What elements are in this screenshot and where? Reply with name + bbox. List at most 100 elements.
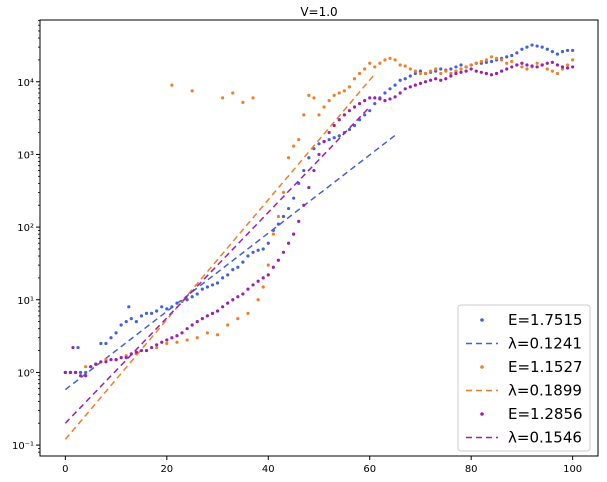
data-point (332, 123, 336, 128)
data-point (383, 91, 387, 95)
data-point (469, 67, 473, 71)
data-point (109, 358, 113, 362)
data-point (565, 63, 570, 67)
data-point (550, 50, 554, 54)
data-point (292, 144, 296, 148)
data-point (71, 345, 75, 350)
data-point (429, 69, 433, 73)
data-point (393, 58, 397, 62)
data-point (454, 69, 458, 73)
data-point (200, 287, 204, 291)
data-point (246, 287, 250, 291)
data-point (363, 99, 367, 103)
series-5-points (63, 60, 575, 378)
data-point (89, 365, 93, 369)
data-point (530, 43, 534, 47)
data-point (256, 298, 260, 302)
data-point (185, 298, 189, 302)
data-point (342, 113, 346, 117)
fit-line-6 (64, 106, 371, 424)
data-point (322, 140, 326, 144)
data-point (489, 73, 494, 77)
data-point (134, 320, 138, 324)
data-point (520, 61, 524, 65)
data-point (266, 273, 270, 277)
data-point (535, 65, 539, 69)
data-point (302, 113, 306, 117)
data-point (231, 268, 235, 272)
data-point (530, 64, 534, 68)
data-point (155, 343, 159, 347)
x-tick-label: 100 (563, 464, 582, 475)
data-point (271, 232, 275, 236)
data-point (246, 311, 250, 315)
data-point (368, 109, 372, 113)
data-point (464, 69, 468, 73)
y-tick-label: 10³ (17, 150, 34, 161)
data-point (170, 336, 174, 340)
data-point (469, 63, 473, 67)
data-point (545, 67, 549, 71)
data-point (515, 63, 519, 67)
data-point (439, 78, 443, 82)
data-point (454, 71, 458, 76)
legend-label: λ=0.1546 (508, 429, 582, 447)
data-point (459, 70, 463, 74)
data-point (84, 374, 88, 378)
data-point (195, 320, 199, 324)
x-tick-label: 20 (160, 464, 173, 475)
y-tick-label: 10⁴ (17, 78, 34, 89)
data-point (205, 331, 209, 335)
data-point (393, 95, 397, 99)
data-point (190, 323, 194, 327)
data-point (510, 65, 514, 69)
data-point (423, 80, 428, 84)
data-point (484, 58, 488, 62)
data-point (165, 341, 169, 346)
legend-label: E=1.7515 (508, 311, 583, 329)
data-layer (63, 43, 575, 440)
data-point (500, 69, 504, 73)
data-point (195, 336, 199, 340)
data-point (292, 196, 296, 200)
data-point (464, 65, 468, 69)
data-point (256, 279, 260, 283)
data-point (286, 241, 291, 245)
data-point (459, 63, 463, 67)
data-point (398, 91, 402, 95)
data-point (388, 87, 392, 91)
data-point (403, 77, 407, 81)
data-point (317, 142, 321, 146)
data-point (286, 156, 291, 160)
data-point (388, 97, 392, 101)
data-point (494, 71, 499, 76)
data-point (545, 61, 549, 65)
data-point (221, 96, 225, 100)
data-point (261, 247, 265, 251)
data-point (322, 105, 326, 109)
data-point (261, 276, 265, 280)
x-tick-label: 80 (465, 464, 478, 475)
data-point (327, 99, 331, 103)
data-point (550, 69, 554, 73)
data-point (368, 96, 372, 100)
data-point (221, 276, 225, 280)
data-point (505, 55, 509, 59)
data-point (571, 58, 575, 62)
data-point (403, 87, 407, 91)
data-point (302, 168, 306, 173)
data-point (347, 127, 352, 132)
data-point (540, 63, 544, 67)
data-point (251, 250, 255, 254)
data-point (363, 67, 367, 71)
data-point (565, 48, 570, 53)
fit-line-4 (64, 73, 376, 440)
data-point (73, 370, 78, 375)
data-point (281, 190, 286, 195)
data-point (332, 93, 336, 97)
data-point (210, 311, 215, 315)
data-point (127, 305, 131, 309)
data-point (373, 65, 377, 69)
chart-title: V=1.0 (300, 5, 337, 19)
